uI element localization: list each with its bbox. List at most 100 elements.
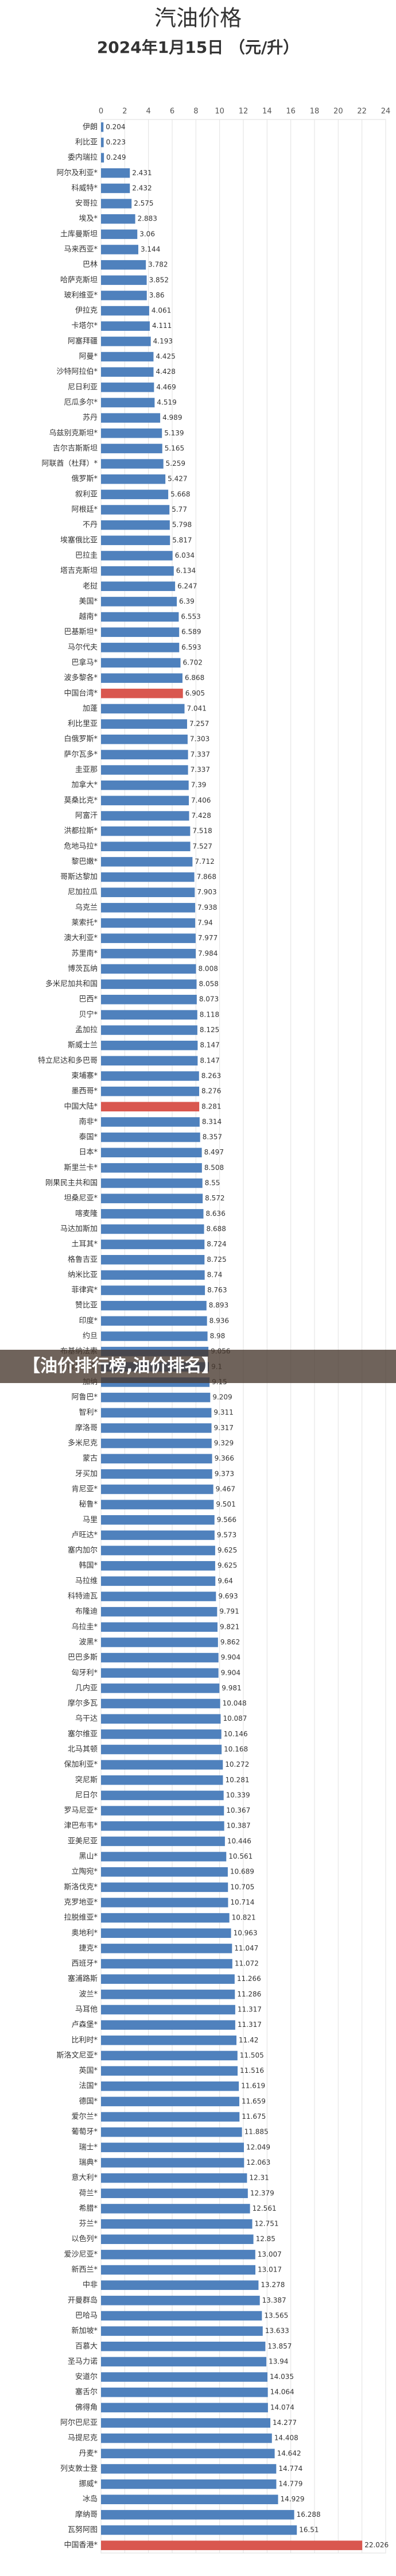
x-tick-label: 6: [170, 107, 174, 116]
value-label: 13.94: [269, 2357, 288, 2365]
bar: [101, 1561, 215, 1571]
bar: [101, 1178, 203, 1188]
bar: [101, 1974, 235, 1984]
category-label: 尼加拉瓜: [68, 888, 98, 897]
value-label: 8.98: [210, 1332, 226, 1340]
value-label: 13.007: [258, 2250, 282, 2258]
bar: [101, 2188, 248, 2199]
bar: [101, 811, 189, 821]
bar: [101, 918, 196, 928]
category-label: 新西兰*: [71, 2265, 98, 2274]
value-label: 9.64: [218, 1577, 233, 1585]
bar: [101, 1606, 218, 1617]
category-label: 菲律宾*: [71, 1285, 98, 1295]
bar: [101, 1331, 208, 1341]
bar: [101, 2250, 255, 2260]
category-label: 老挝: [83, 582, 98, 590]
value-label: 9.467: [216, 1485, 235, 1493]
bar: [101, 933, 196, 943]
bar: [101, 474, 166, 484]
value-label: 8.893: [209, 1301, 228, 1310]
bar: [101, 1010, 197, 1020]
value-label: 11.072: [235, 1960, 259, 1968]
bar: [101, 2448, 275, 2459]
bar: [101, 1882, 228, 1893]
category-label: 巴林: [83, 261, 98, 269]
bar: [101, 505, 170, 515]
bar: [101, 122, 104, 132]
value-label: 7.527: [193, 842, 212, 850]
value-label: 12.063: [246, 2158, 270, 2166]
bar: [101, 459, 164, 469]
value-label: 16.51: [299, 2526, 319, 2534]
value-label: 9.366: [215, 1454, 234, 1462]
category-label: 法国*: [79, 2082, 98, 2091]
category-label: 摩纳哥: [75, 2510, 98, 2519]
category-label: 克罗地亚*: [64, 1898, 98, 1907]
value-label: 12.561: [253, 2204, 277, 2212]
category-label: 吉尔吉斯斯坦: [53, 444, 98, 453]
value-label: 11.317: [238, 2021, 262, 2029]
category-label: 奥地利*: [71, 1929, 98, 1937]
value-label: 7.868: [197, 873, 216, 881]
bar: [101, 750, 188, 760]
value-label: 16.288: [297, 2511, 321, 2519]
bar: [101, 795, 189, 806]
bar: [101, 1698, 220, 1709]
bar: [101, 1239, 205, 1249]
value-label: 8.073: [199, 995, 219, 1003]
bar: [101, 428, 162, 438]
value-label: 9.981: [222, 1684, 241, 1692]
bar: [101, 2540, 363, 2550]
x-tick-label: 20: [333, 107, 343, 116]
banner: 【油价排行榜,油价排名】: [0, 1350, 396, 1384]
value-label: 8.497: [204, 1148, 224, 1156]
category-label: 南非*: [79, 1117, 98, 1126]
value-label: 2.431: [132, 169, 152, 177]
category-label: 英国*: [79, 2067, 98, 2075]
bar: [101, 2234, 254, 2244]
value-label: 0.204: [106, 123, 125, 131]
bar: [101, 321, 150, 331]
bar: [101, 1913, 230, 1923]
bar: [101, 352, 154, 362]
value-label: 4.193: [153, 337, 173, 345]
category-label: 埃及*: [79, 215, 98, 223]
value-label: 6.247: [177, 582, 197, 590]
bar: [101, 1760, 223, 1770]
category-label: 巴西*: [79, 995, 98, 1004]
category-label: 中国香港*: [64, 2541, 98, 2550]
category-label: 斯洛文尼亚*: [56, 2051, 98, 2060]
bar: [101, 489, 169, 500]
category-label: 墨西哥*: [71, 1087, 98, 1096]
bar: [101, 2265, 256, 2275]
bar: [101, 1392, 211, 1403]
category-label: 立陶宛*: [71, 1867, 98, 1876]
value-label: 14.277: [273, 2419, 297, 2427]
value-label: 4.519: [157, 398, 176, 406]
value-label: 6.905: [185, 689, 205, 697]
value-label: 14.779: [278, 2480, 302, 2488]
value-label: 11.619: [241, 2082, 265, 2090]
category-label: 利比里亚: [68, 720, 98, 728]
category-label: 加蓬: [83, 704, 98, 713]
bar: [101, 443, 162, 454]
category-label: 捷克*: [79, 1944, 98, 1953]
value-label: 22.026: [364, 2541, 389, 2549]
category-label: 巴拿马*: [71, 658, 98, 667]
category-label: 阿富汗: [75, 811, 98, 820]
value-label: 10.689: [230, 1868, 254, 1876]
bar: [101, 413, 161, 423]
bar: [101, 1224, 204, 1234]
category-label: 塞舌尔: [75, 2388, 98, 2397]
bar: [101, 1790, 224, 1801]
value-label: 4.111: [152, 322, 172, 330]
value-label: 6.868: [185, 674, 204, 682]
bar: [101, 199, 132, 208]
value-label: 11.286: [237, 1990, 261, 1998]
value-label: 8.725: [207, 1256, 226, 1264]
category-label: 拉脱维亚*: [64, 1914, 98, 1922]
bar: [101, 1530, 215, 1540]
value-label: 14.642: [277, 2449, 301, 2457]
category-label: 中非: [83, 2281, 98, 2289]
